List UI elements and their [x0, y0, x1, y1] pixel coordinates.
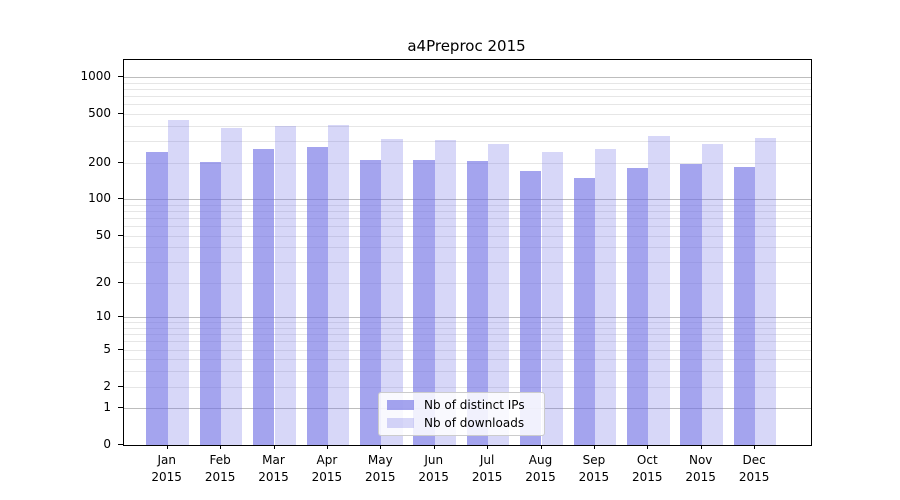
bar-downloads-aug	[541, 151, 563, 445]
bar-downloads-apr	[327, 125, 350, 445]
x-tick-label-jan: Jan 2015	[151, 453, 182, 484]
bar-downloads-jan	[167, 119, 190, 445]
gridline-minor	[124, 141, 811, 142]
y-tick-mark	[118, 444, 123, 445]
gridline-minor	[124, 113, 811, 115]
y-tick-label: 500	[88, 105, 111, 120]
y-tick-mark	[118, 316, 123, 318]
x-tick-mark	[647, 445, 649, 449]
gridline-minor	[124, 88, 811, 90]
x-tick-label-mar: Mar 2015	[258, 453, 289, 484]
y-tick-mark	[118, 198, 123, 200]
gridline-minor	[124, 82, 811, 84]
legend-item-downloads: Nb of downloads	[387, 416, 536, 430]
chart-title: a4Preproc 2015	[407, 37, 526, 55]
bar-downloads-dec	[755, 138, 777, 445]
bar-downloads-may	[381, 139, 403, 445]
x-tick-mark	[326, 445, 328, 449]
bar-distinct-ips-jan	[146, 152, 168, 445]
x-tick-mark	[754, 445, 756, 449]
y-tick-mark	[118, 112, 123, 114]
x-tick-mark	[166, 445, 168, 449]
x-tick-label-sep: Sep 2015	[578, 453, 610, 484]
bar-downloads-nov	[701, 144, 724, 445]
bar-distinct-ips-mar	[253, 148, 275, 445]
legend-item-distinct-ips: Nb of distinct IPs	[387, 398, 536, 412]
x-tick-mark	[380, 445, 382, 449]
x-tick-label-aug: Aug 2015	[525, 453, 556, 484]
gridline-major	[124, 77, 811, 78]
x-tick-label-may: May 2015	[365, 453, 396, 484]
bar-distinct-ips-apr	[306, 146, 328, 445]
x-tick-mark	[700, 445, 702, 449]
bar-distinct-ips-dec	[733, 166, 756, 445]
bar-distinct-ips-jun	[413, 159, 435, 445]
y-tick-mark	[118, 234, 123, 236]
x-tick-mark	[540, 445, 542, 449]
plot-area	[123, 59, 812, 446]
gridline-minor	[124, 125, 811, 127]
y-tick-label: 1	[103, 400, 111, 415]
y-tick-label: 1000	[80, 69, 111, 83]
x-tick-label-jun: Jun 2015	[418, 453, 449, 484]
x-tick-mark	[593, 445, 595, 449]
x-tick-mark	[220, 445, 222, 449]
y-tick-label: 0	[103, 437, 111, 451]
bar-downloads-feb	[221, 127, 243, 445]
y-tick-label: 2	[103, 378, 111, 393]
bar-downloads-jul	[488, 143, 510, 445]
gridline-minor	[124, 104, 811, 106]
y-tick-mark	[118, 161, 123, 163]
bar-distinct-ips-sep	[573, 178, 595, 445]
bar-downloads-sep	[594, 149, 617, 445]
y-tick-label: 50	[95, 227, 111, 242]
gridline-minor	[124, 96, 811, 97]
x-tick-label-feb: Feb 2015	[204, 453, 236, 484]
x-tick-label-jul: Jul 2015	[471, 453, 503, 484]
y-tick-label: 10	[95, 309, 111, 324]
bar-downloads-mar	[274, 125, 296, 445]
legend-swatch-downloads	[387, 418, 414, 428]
bar-distinct-ips-nov	[680, 163, 702, 445]
bar-distinct-ips-may	[359, 160, 382, 445]
x-tick-mark	[433, 445, 435, 449]
y-tick-label: 200	[88, 154, 111, 169]
x-tick-label-apr: Apr 2015	[311, 453, 343, 484]
y-tick-label: 100	[88, 191, 111, 206]
bar-downloads-oct	[648, 135, 670, 445]
legend-label-distinct-ips: Nb of distinct IPs	[424, 398, 525, 412]
y-tick-mark	[118, 76, 123, 77]
x-tick-mark	[273, 445, 275, 449]
y-tick-mark	[118, 281, 123, 283]
bar-distinct-ips-jul	[466, 160, 489, 445]
legend: Nb of distinct IPs Nb of downloads	[378, 392, 545, 436]
bar-downloads-jun	[434, 139, 457, 445]
y-tick-mark	[118, 348, 123, 350]
bar-distinct-ips-oct	[626, 167, 649, 445]
x-tick-label-nov: Nov 2015	[685, 453, 716, 484]
x-tick-label-oct: Oct 2015	[632, 453, 663, 484]
legend-swatch-distinct-ips	[387, 400, 414, 410]
x-tick-label-dec: Dec 2015	[738, 453, 770, 484]
y-tick-label: 20	[95, 274, 111, 289]
bar-distinct-ips-feb	[199, 161, 222, 445]
bar-distinct-ips-aug	[520, 171, 542, 445]
y-tick-mark	[118, 385, 123, 387]
x-tick-mark	[487, 445, 489, 449]
legend-label-downloads: Nb of downloads	[424, 416, 525, 430]
y-tick-label: 5	[103, 341, 111, 356]
y-tick-mark	[118, 407, 123, 409]
